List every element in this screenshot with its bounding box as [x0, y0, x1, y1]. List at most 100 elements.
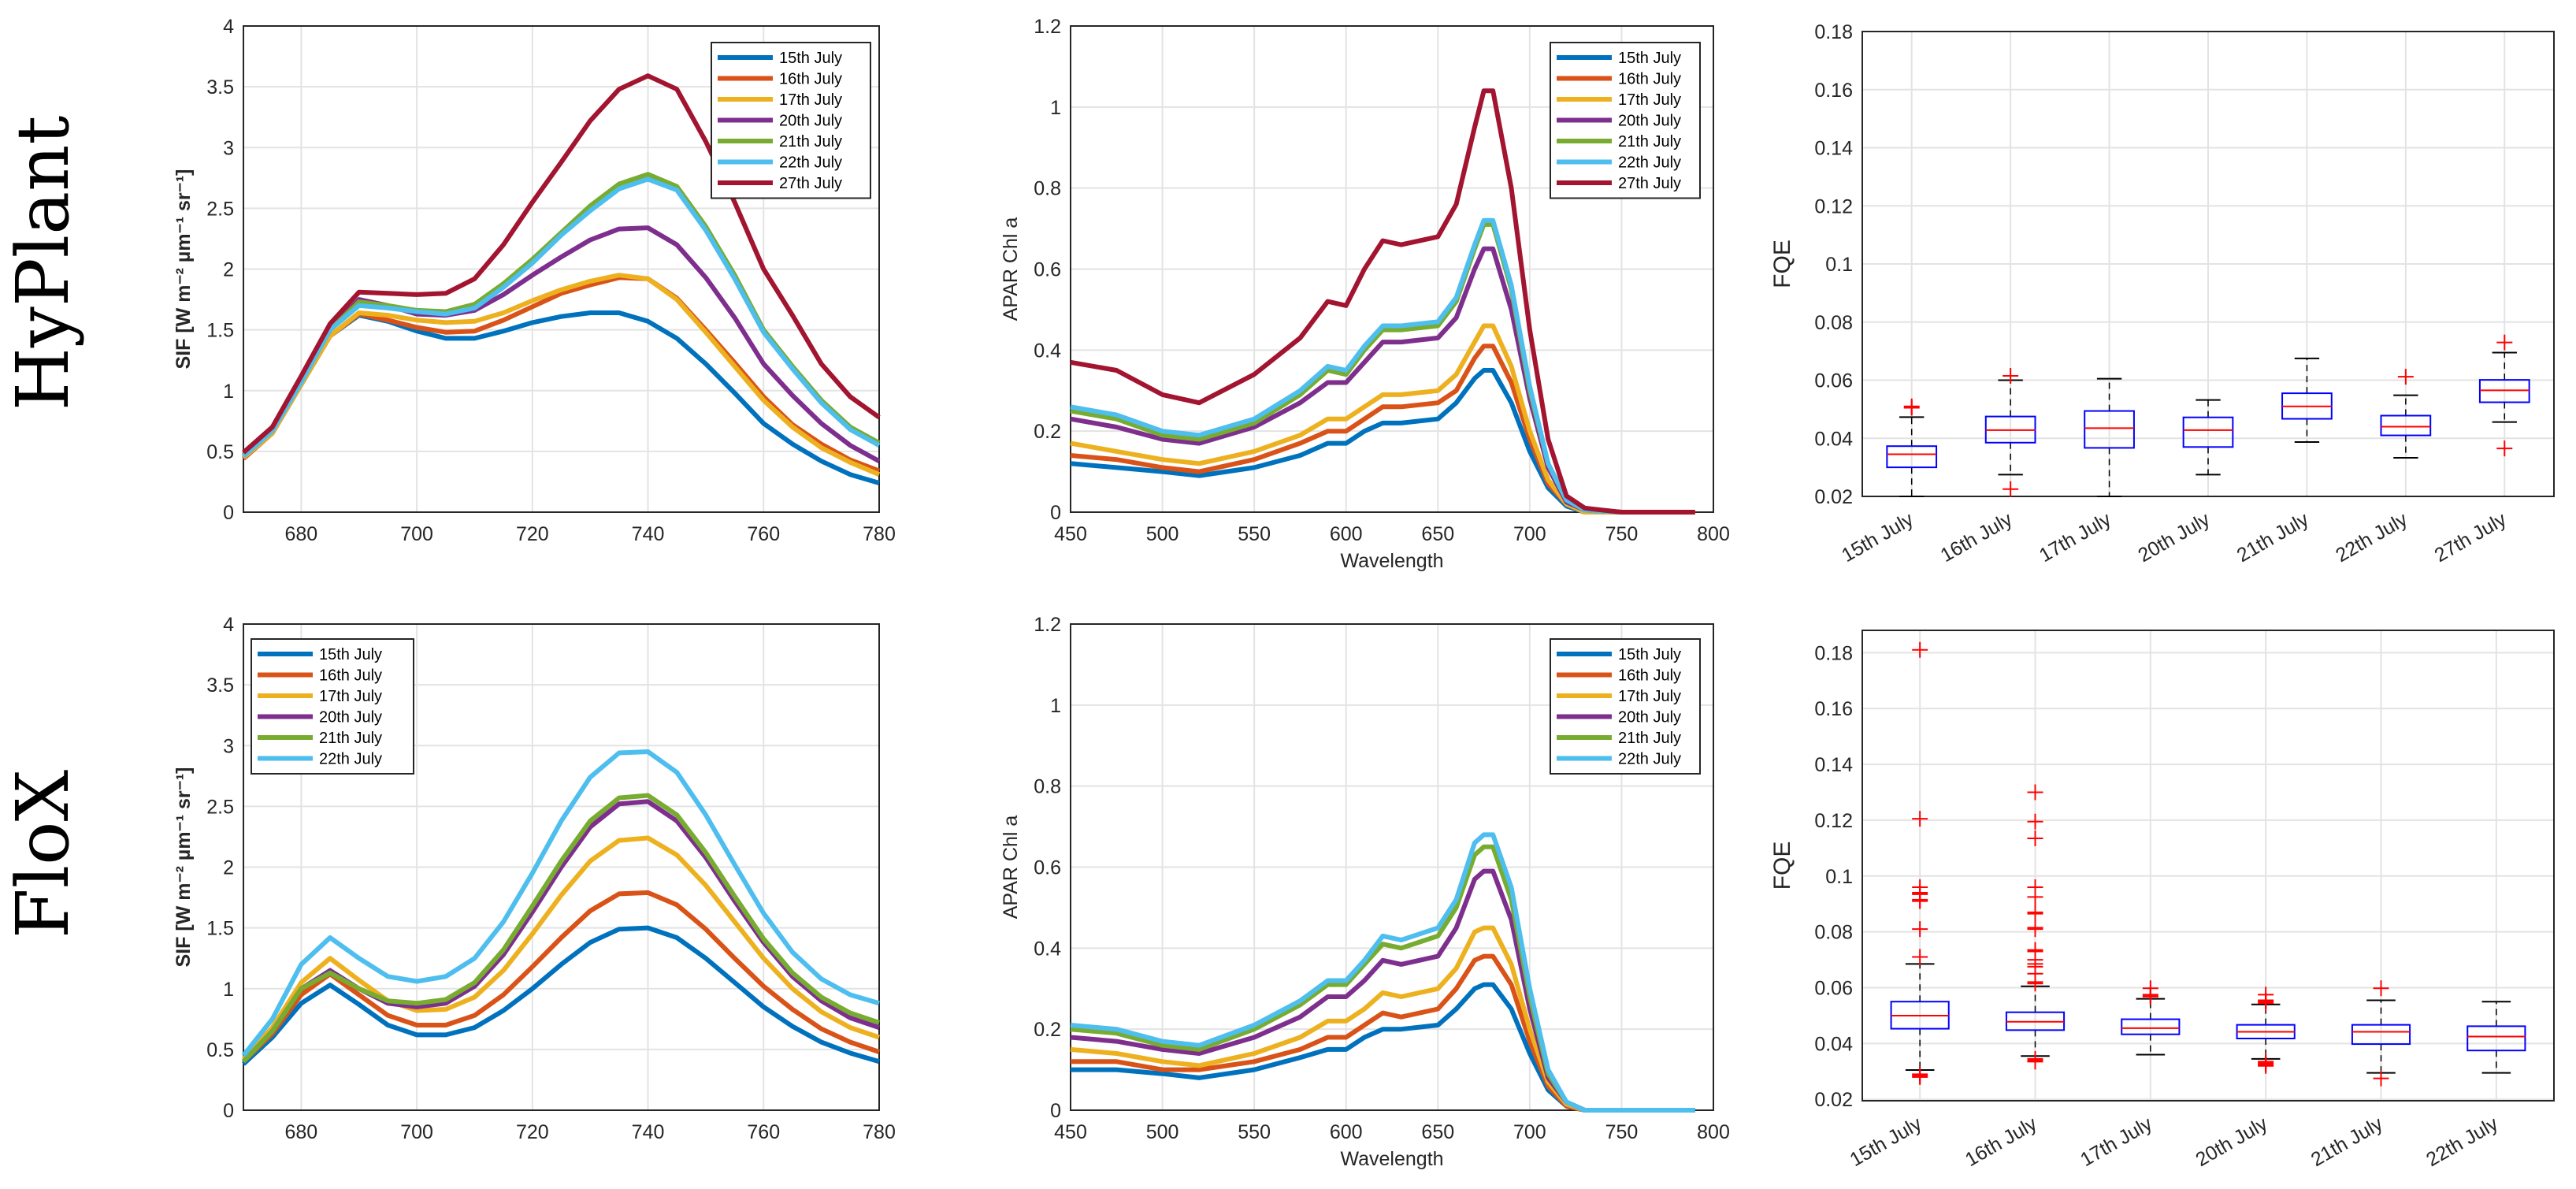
y-tick-label: 0.2 — [1034, 421, 1061, 443]
outlier-marker — [1912, 893, 1928, 909]
y-tick-label: 0.5 — [206, 441, 234, 463]
outlier-marker — [1912, 641, 1928, 658]
outlier-marker — [2027, 905, 2043, 922]
row-label-flox: FloX — [1, 769, 85, 938]
y-tick-label: 1.5 — [206, 918, 234, 940]
y-tick-label: 0 — [223, 502, 234, 524]
x-tick-label: 22th July — [2422, 1113, 2502, 1172]
x-tick-label: 740 — [632, 523, 665, 545]
legend-entry: 20th July — [1618, 113, 1681, 130]
y-tick-label: 0 — [223, 1100, 234, 1122]
outlier-marker — [1912, 811, 1928, 827]
iqr-box — [2351, 1024, 2411, 1046]
x-tick-label: 680 — [285, 1121, 318, 1143]
y-tick-label: 0.14 — [1814, 754, 1853, 776]
x-tick-label: 740 — [632, 1121, 665, 1143]
y-tick-label: 0.6 — [1034, 259, 1061, 281]
series-line-15th-july — [242, 310, 880, 485]
y-tick-label: 0.08 — [1814, 922, 1853, 944]
y-tick-label: 1 — [223, 381, 234, 403]
y-tick-label: 0.1 — [1825, 254, 1853, 276]
series-line-20th-july — [242, 225, 881, 463]
boxplot-22th-july — [2467, 1001, 2526, 1074]
iqr-box — [2182, 416, 2234, 448]
x-tick-label: 780 — [863, 1121, 896, 1143]
axes-box — [1070, 623, 1714, 1111]
y-tick-label: 0.02 — [1814, 1089, 1853, 1111]
y-tick-label: 0.18 — [1814, 642, 1853, 664]
y-tick-label: 0.4 — [1034, 938, 1061, 960]
legend-entry: 15th July — [779, 50, 842, 67]
outlier-marker — [2027, 889, 2043, 905]
x-tick-label: 600 — [1330, 1121, 1363, 1143]
y-tick-label: 2 — [223, 259, 234, 281]
boxplot-16th-july — [1984, 367, 2036, 497]
x-tick-label: 800 — [1697, 523, 1730, 545]
y-tick-label: 1 — [223, 979, 234, 1001]
series-line-22th-july — [1070, 217, 1695, 515]
outlier-marker — [2258, 994, 2274, 1011]
y-tick-label: 0.8 — [1034, 178, 1061, 200]
series-line-22th-july — [241, 749, 880, 1057]
boxplot-15th-july — [1890, 641, 1950, 1085]
legend-entry: 16th July — [779, 71, 842, 88]
y-tick-label: 0.04 — [1814, 428, 1853, 450]
x-tick-label: 500 — [1146, 523, 1179, 545]
boxplot-20th-july — [2236, 986, 2296, 1074]
y-tick-label: 2.5 — [206, 796, 234, 818]
outlier-marker — [2027, 813, 2043, 830]
y-tick-label: 3.5 — [206, 76, 234, 98]
y-tick-label: 1 — [1050, 695, 1061, 717]
series-line-16th-july — [241, 890, 880, 1064]
y-tick-label: 2.5 — [206, 198, 234, 220]
legend-entry: 17th July — [1618, 688, 1681, 705]
panel-hyplant-fqe: 0.02 0.04 0.06 0.08 0.1 0.12 0.14 0.16 0.18 15th … — [1769, 21, 2555, 567]
legend-entry: 15th July — [1618, 50, 1681, 67]
y-tick-label: 0.04 — [1814, 1033, 1853, 1055]
y-tick-label: 0 — [1050, 502, 1061, 524]
x-tick-label: 21th July — [2233, 508, 2313, 567]
legend-entry: 21th July — [779, 133, 842, 150]
legend-entry: 17th July — [779, 91, 842, 109]
y-axis-label: APAR Chl a — [1000, 217, 1022, 321]
x-tick-label: 15th July — [1847, 1113, 1926, 1172]
y-tick-label: 0.8 — [1034, 776, 1061, 798]
iqr-box — [2084, 410, 2135, 449]
legend-entry: 16th July — [1618, 667, 1681, 685]
y-tick-label: 3 — [223, 735, 234, 757]
y-tick-label: 0.6 — [1034, 857, 1061, 879]
y-tick-label: 0.4 — [1034, 340, 1061, 362]
x-tick-label: 21th July — [2307, 1113, 2387, 1172]
legend-entry: 21th July — [1618, 133, 1681, 150]
legend-entry: 27th July — [1618, 175, 1681, 192]
x-tick-label: 450 — [1054, 1121, 1087, 1143]
outlier-marker — [2027, 784, 2043, 801]
iqr-box — [1886, 445, 1938, 469]
y-tick-label: 0.06 — [1814, 978, 1853, 1000]
outlier-marker — [2496, 440, 2513, 457]
y-tick-label: 4 — [223, 614, 234, 636]
x-tick-label: 600 — [1330, 523, 1363, 545]
x-tick-label: 17th July — [2036, 508, 2115, 567]
legend-entry: 17th July — [319, 688, 382, 705]
y-axis-label: SIF [W m⁻² µm⁻¹ sr⁻¹] — [173, 169, 195, 370]
x-tick-label: 800 — [1697, 1121, 1730, 1143]
series-line-17th-july — [1070, 323, 1695, 515]
x-tick-label: 22th July — [2332, 508, 2411, 567]
legend-entry: 20th July — [1618, 709, 1681, 726]
axes-box — [243, 25, 880, 513]
panel-hyplant-apar: 0 0.2 0.4 0.6 0.8 1 1.2 450 500 550 600 650 700 750 80… — [1000, 16, 1730, 572]
series-line-27th-july — [1070, 88, 1695, 515]
boxplot-17th-july — [2084, 377, 2135, 497]
legend-entry: 22th July — [1618, 154, 1681, 172]
legend-entry: 15th July — [1618, 646, 1681, 663]
series-line-15th-july — [241, 925, 880, 1066]
boxplot-21th-july — [2281, 357, 2333, 444]
x-tick-label: 15th July — [1838, 508, 1917, 567]
x-tick-label: 750 — [1605, 1121, 1639, 1143]
outlier-marker — [2027, 1053, 2043, 1070]
outlier-marker — [1912, 921, 1928, 938]
outlier-marker — [2003, 367, 2019, 384]
panel-hyplant-sif: 0 0.5 1 1.5 2 2.5 3 3.5 4 680 700 720 740 760 780 SIF [… — [173, 16, 896, 545]
